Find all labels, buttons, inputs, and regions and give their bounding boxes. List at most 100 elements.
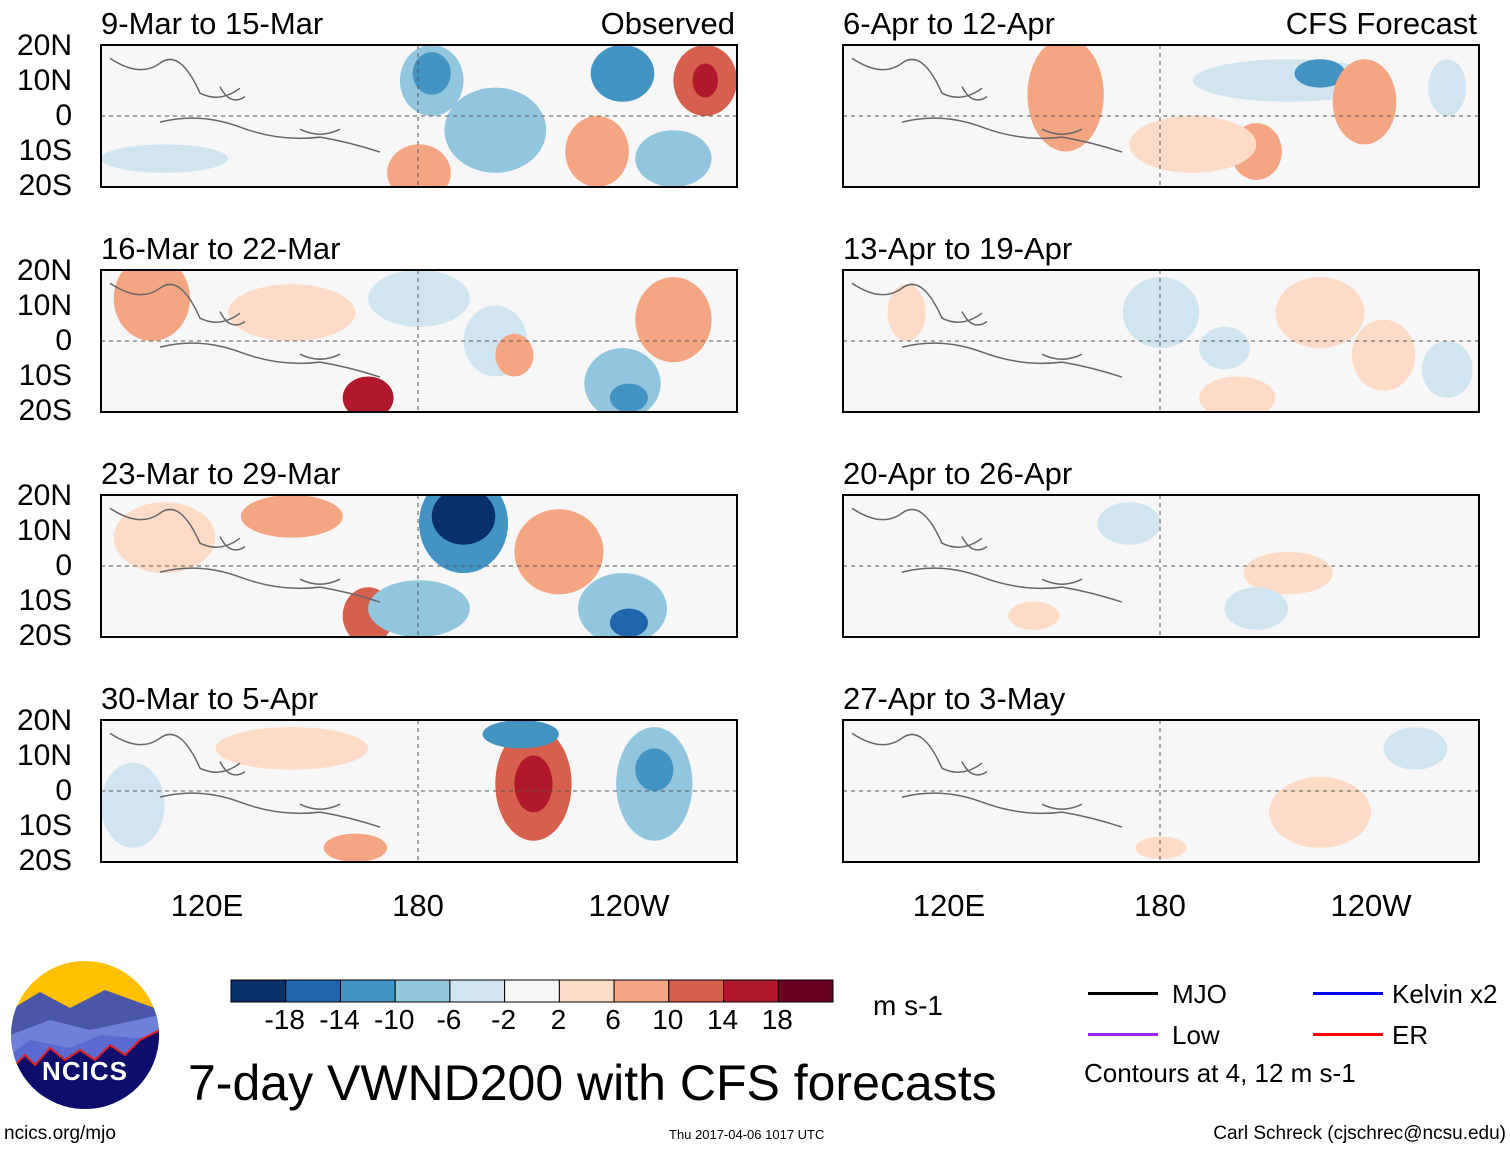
latitude-label: 10S [18, 809, 72, 842]
anomaly-shading [1129, 116, 1257, 173]
map-panel [842, 269, 1480, 413]
anomaly-shading [387, 144, 451, 188]
panel-source-label: CFS Forecast [1285, 6, 1477, 41]
colorbar-tick-label: 14 [706, 1004, 739, 1035]
anomaly-shading [635, 748, 674, 791]
panel-title: 23-Mar to 29-Mar [101, 456, 341, 491]
anomaly-shading [514, 755, 553, 813]
latitude-label: 20S [18, 619, 72, 652]
anomaly-shading [1275, 277, 1365, 349]
legend-er-label: ER [1392, 1020, 1429, 1050]
anomaly-shading [342, 376, 394, 413]
panel-frame [100, 719, 738, 863]
anomaly-shading [1097, 502, 1161, 545]
latitude-label: 20N [16, 254, 72, 287]
coastline [851, 57, 1123, 153]
colorbar [230, 979, 834, 1003]
anomaly-shading [1199, 376, 1276, 413]
colorbar-swatch [777, 979, 834, 1003]
anomaly-shading [609, 608, 648, 637]
anomaly-shading [101, 762, 165, 848]
coastline [851, 282, 1123, 378]
panel-title: 20-Apr to 26-Apr [843, 456, 1073, 491]
panel-frame [100, 494, 738, 638]
anomaly-shading [609, 383, 648, 412]
colorbar-tick-label: -10 [373, 1004, 415, 1035]
legend-kelvin-line [1313, 992, 1383, 995]
latitude-label: 10S [18, 359, 72, 392]
colorbar-swatch [613, 979, 670, 1003]
footer-url[interactable]: ncics.org/mjo [4, 1123, 116, 1144]
logo-text: NCICS [42, 1056, 128, 1086]
anomaly-shading [113, 502, 216, 574]
coastline [109, 732, 381, 828]
map-panel [842, 494, 1480, 638]
anomaly-shading [1027, 44, 1104, 152]
latitude-label: 10N [16, 514, 72, 547]
colorbar-swatch [449, 979, 506, 1003]
legend-low-line [1088, 1033, 1158, 1036]
longitude-label: 120E [912, 888, 986, 923]
anomaly-shading [1421, 341, 1473, 398]
anomaly-shading [368, 580, 470, 637]
latitude-label: 0 [55, 549, 72, 582]
ncics-logo: NCICS [10, 960, 160, 1110]
anomaly-shading [1199, 326, 1251, 370]
anomaly-shading [692, 63, 718, 98]
panel-title: 30-Mar to 5-Apr [101, 681, 319, 716]
panel-title: 6-Apr to 12-Apr [843, 6, 1055, 41]
contours-note: Contours at 4, 12 m s-1 [1084, 1058, 1356, 1088]
anomaly-shading [1351, 319, 1416, 391]
anomaly-shading [1383, 727, 1448, 770]
panel-frame [842, 494, 1480, 638]
anomaly-shading [240, 495, 343, 538]
panel-frame [842, 269, 1480, 413]
map-panel [100, 494, 738, 638]
colorbar-swatch [723, 979, 779, 1003]
latitude-label: 20N [16, 479, 72, 512]
colorbar-tick-label: -18 [264, 1004, 305, 1035]
latitude-label: 0 [55, 99, 72, 132]
latitude-label: 0 [55, 774, 72, 807]
coastline [851, 732, 1123, 828]
panel-title: 13-Apr to 19-Apr [843, 231, 1073, 266]
anomaly-shading [228, 284, 356, 341]
latitude-label: 10N [16, 739, 72, 772]
anomaly-shading [1008, 601, 1060, 630]
latitude-label: 20S [18, 844, 72, 877]
anomaly-shading [444, 87, 547, 173]
coastline [109, 282, 381, 378]
coastline [851, 507, 1123, 603]
longitude-label: 180 [1134, 888, 1186, 923]
colorbar-swatch [668, 979, 725, 1003]
longitude-label: 120W [1330, 888, 1412, 923]
map-panel [100, 269, 738, 413]
latitude-label: 10S [18, 134, 72, 167]
main-title: 7-day VWND200 with CFS forecasts [188, 1055, 997, 1111]
anomaly-shading [514, 509, 604, 595]
colorbar-tick-label: -14 [319, 1004, 360, 1035]
colorbar-tick-label: 2 [550, 1004, 567, 1035]
anomaly-shading [323, 833, 388, 862]
map-panel [842, 719, 1480, 863]
latitude-label: 10N [16, 64, 72, 97]
anomaly-shading [431, 494, 496, 545]
anomaly-shading [368, 270, 470, 327]
colorbar-swatch [285, 979, 341, 1003]
anomaly-shading [565, 116, 629, 187]
footer-timestamp: Thu 2017-04-06 1017 UTC [669, 1127, 825, 1142]
anomaly-shading [482, 720, 559, 749]
panel-source-label: Observed [600, 6, 735, 41]
panel-frame [842, 44, 1480, 188]
panel-frame [100, 44, 738, 188]
colorbar-swatch [339, 979, 396, 1003]
anomaly-shading [635, 277, 712, 363]
panel-frame [842, 719, 1480, 863]
legend-mjo-label: MJO [1172, 979, 1227, 1009]
longitude-label: 120E [170, 888, 244, 923]
colorbar-tick-label: -2 [491, 1004, 517, 1035]
anomaly-shading [590, 45, 655, 102]
anomaly-shading [1428, 59, 1467, 116]
anomaly-shading [412, 52, 451, 95]
longitude-label: 180 [392, 888, 444, 923]
